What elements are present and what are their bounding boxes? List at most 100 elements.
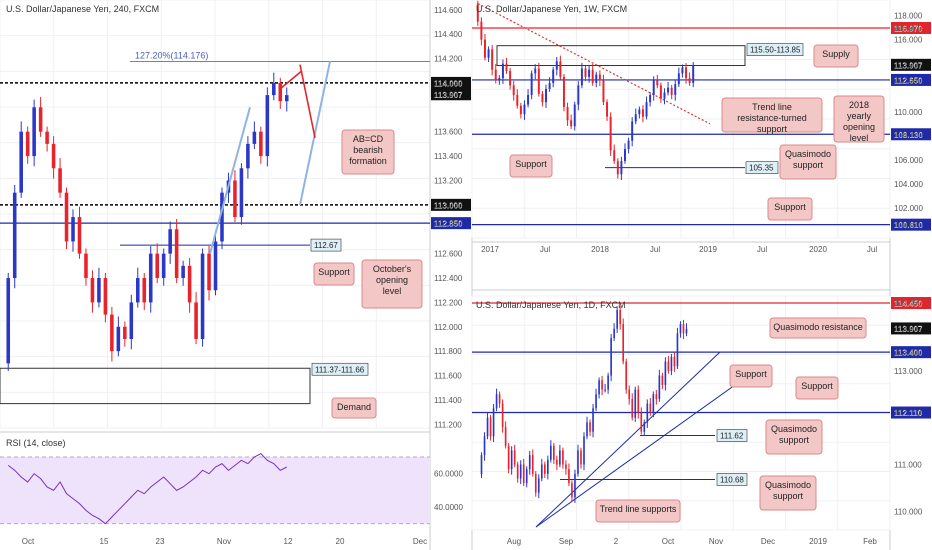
panel-1w-trendline-label: Trend line resistance-turned support bbox=[737, 102, 807, 134]
panel-240-cd-leg bbox=[299, 61, 331, 206]
panel-240-ytick: 113.600 bbox=[434, 128, 463, 137]
panel-1d-qmres-label: Quasimodo resistance bbox=[773, 322, 863, 332]
panel-1w-candle-12 bbox=[519, 105, 522, 115]
panel-1w-ytick: 110.000 bbox=[894, 108, 923, 117]
panel-240-xtick: Oct bbox=[22, 537, 35, 546]
panel-240-fib-label: 127.20%(114.176) bbox=[135, 50, 208, 60]
panel-1d-xtick: Feb bbox=[863, 537, 877, 546]
panel-240-candle-0 bbox=[6, 278, 11, 364]
panel-240-candle-30 bbox=[200, 253, 205, 339]
panel-240-114-tag: 114.000 bbox=[434, 79, 463, 88]
panel-240-candle-16 bbox=[110, 314, 114, 352]
panel-240-candle-23 bbox=[155, 253, 159, 279]
panel-1d-candle-33 bbox=[580, 450, 582, 465]
panel-1w-xtick: 2020 bbox=[809, 245, 827, 254]
panel-1d-candle-11 bbox=[513, 450, 516, 465]
panel-1w-candle-18 bbox=[541, 93, 544, 103]
panel-1d-ytick: 114.450 bbox=[894, 299, 923, 308]
panel-1w-108130-tag-bg bbox=[891, 128, 931, 141]
panel-1w-candle-51 bbox=[659, 85, 662, 99]
panel-1w-candle-8 bbox=[505, 63, 508, 71]
panel-240-candle-17 bbox=[116, 326, 121, 352]
panel-240-ab-leg bbox=[209, 107, 251, 254]
panel-240-candle-25 bbox=[168, 229, 172, 254]
panel-1d-xtick: 2019 bbox=[809, 537, 827, 546]
panel-240-abcd-label: AB=CD bearish formation bbox=[349, 134, 387, 166]
panel-240-113907-tag-bg bbox=[431, 88, 471, 101]
panel-1d-candle-34 bbox=[583, 436, 585, 465]
panel-240-ytick: 112.600 bbox=[434, 250, 463, 259]
panel-1w-trendline bbox=[477, 3, 711, 125]
panel-240-xtick: 20 bbox=[336, 537, 345, 546]
panel-1d-ytick: 111.000 bbox=[894, 460, 922, 469]
panel-1d-candle-18 bbox=[534, 473, 537, 493]
panel-1d-candle-50 bbox=[631, 398, 634, 418]
panel-1d-candle-52 bbox=[637, 389, 640, 413]
panel-1w-candle-19 bbox=[545, 88, 547, 103]
panel-1d-title: U.S. Dollar/Japanese Yen, 1D, FXCM bbox=[476, 300, 626, 310]
panel-1w-supply-tag: 115.50-113.85 bbox=[750, 46, 801, 55]
panel-1w-ytick: 108.130 bbox=[894, 130, 923, 139]
panel-1d-candle-42 bbox=[607, 375, 609, 390]
panel-1d-support2-label-box bbox=[795, 376, 839, 400]
panel-1d-candle-36 bbox=[589, 422, 591, 432]
panel-1d-qmres-label-box bbox=[769, 317, 867, 339]
panel-240-ytick: 111.400 bbox=[434, 396, 462, 405]
panel-1d-candle-16 bbox=[528, 455, 531, 470]
panel-1d-candle-7 bbox=[501, 403, 504, 428]
panel-1w-candle-59 bbox=[688, 78, 691, 83]
panel-1d-candle-55 bbox=[646, 403, 649, 423]
panel-240-candle-8 bbox=[58, 168, 62, 193]
panel-1w-candle-23 bbox=[559, 61, 562, 77]
panel-1d-trendline-2 bbox=[535, 369, 757, 528]
panel-240-candle-32 bbox=[213, 241, 218, 291]
panel-240-candle-12 bbox=[84, 253, 88, 279]
panel-240-ytick: 112.850 bbox=[434, 219, 463, 228]
panel-1d-candle-47 bbox=[622, 324, 625, 362]
panel-240-candle-40 bbox=[265, 95, 270, 157]
panel-1d-candle-57 bbox=[652, 394, 655, 413]
panel-1d-candle-10 bbox=[510, 450, 513, 470]
panel-1d-candle-6 bbox=[498, 394, 501, 404]
panel-1w-support2-label: Support bbox=[774, 202, 806, 212]
panel-1d-xtick: 2 bbox=[614, 537, 619, 546]
panel-1d-qm1-label: Quasimodo support bbox=[771, 424, 817, 445]
panel-1w-candle-57 bbox=[681, 67, 684, 74]
panel-1d-ytick: 113.400 bbox=[894, 348, 923, 357]
panel-240-113907-tag: 113.907 bbox=[434, 91, 463, 100]
panel-1d-support2-label: Support bbox=[801, 381, 833, 391]
panel-240-candle-13 bbox=[90, 278, 95, 303]
panel-240-112850-tag: 112.850 bbox=[434, 220, 463, 229]
panel-240-octopen-label: October's opening level bbox=[373, 264, 412, 296]
panel-1w-candle-58 bbox=[685, 67, 688, 79]
panel-240-114-tag-bg bbox=[431, 76, 471, 89]
panel-1w-candle-37 bbox=[609, 116, 612, 151]
panel-1d-candle-54 bbox=[643, 422, 646, 432]
panel-240-demand-tag: 111.37-111.66 bbox=[315, 365, 365, 374]
panel-1d-candle-15 bbox=[525, 469, 528, 484]
panel-1w-xtick: Jul bbox=[757, 245, 767, 254]
panel-1d-candle-8 bbox=[504, 427, 507, 446]
panel-240-ytick: 113.400 bbox=[434, 152, 463, 161]
panel-1w-supply-zone bbox=[496, 45, 746, 67]
panel-1w-candle-46 bbox=[641, 109, 644, 117]
panel-1w-support2-label-box bbox=[767, 197, 813, 221]
rsi-title: RSI (14, close) bbox=[6, 438, 66, 448]
panel-1d-xtick: Sep bbox=[559, 537, 574, 546]
panel-1d-candle-56 bbox=[649, 403, 652, 413]
panel-240-abcd-label-box bbox=[341, 129, 395, 175]
panel-240-ytick: 111.200 bbox=[434, 420, 462, 429]
panel-240-candle-43 bbox=[284, 95, 289, 102]
panel-240-candle-26 bbox=[174, 229, 179, 279]
panel-1d-candle-61 bbox=[664, 361, 667, 385]
panel-1d-candle-46 bbox=[619, 310, 622, 325]
panel-1w-candle-25 bbox=[566, 106, 569, 121]
panel-1d-114450-tag-bg bbox=[891, 297, 931, 310]
panel-1w-ytick: 113.907 bbox=[894, 61, 923, 70]
panel-1d-xtick: Nov bbox=[709, 537, 723, 546]
panel-240-demand-label-box bbox=[331, 397, 377, 419]
panel-240-xtick: Dec bbox=[413, 537, 427, 546]
panel-240-support-tag-bg bbox=[310, 238, 342, 252]
panel-1w-candle-24 bbox=[562, 76, 565, 107]
